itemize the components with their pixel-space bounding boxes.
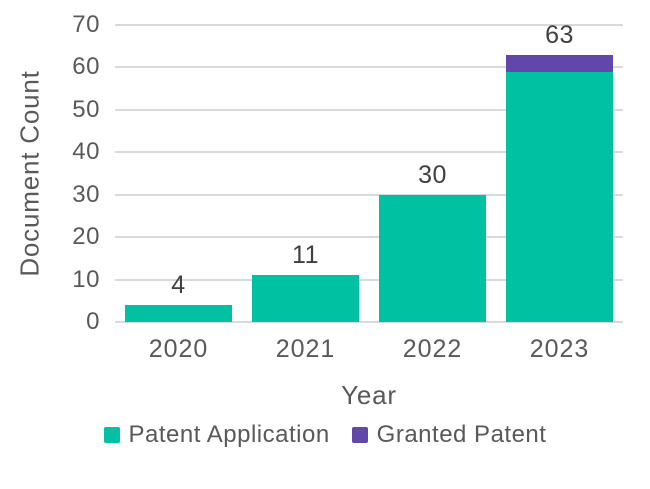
- y-tick-label: 50: [72, 95, 100, 123]
- x-tick-label-2021: 2021: [275, 335, 336, 363]
- y-tick-label: 60: [72, 53, 100, 81]
- gridline: [115, 151, 623, 154]
- bar-value-label-2021: 11: [292, 241, 319, 270]
- bar-2020-patent-application: [125, 305, 232, 322]
- x-axis-line: [115, 321, 623, 323]
- legend-swatch-granted-patent: [351, 427, 368, 443]
- y-tick-label: 20: [72, 223, 100, 251]
- bar-2023-patent-application: [506, 71, 613, 322]
- legend-label: Patent Application: [128, 421, 330, 448]
- x-axis-title: Year: [341, 380, 397, 410]
- bar-value-label-2022: 30: [418, 160, 447, 189]
- gridline: [115, 108, 623, 111]
- bar-value-label-2023: 63: [545, 20, 574, 49]
- bar-2021-patent-application: [252, 275, 359, 322]
- legend-item-granted-patent: Granted Patent: [351, 421, 547, 449]
- y-tick-label: 40: [72, 138, 100, 166]
- legend-item-patent-application: Patent Application: [103, 421, 330, 449]
- y-axis-title: Document Count: [14, 70, 45, 277]
- y-tick-label: 30: [72, 180, 100, 208]
- x-tick-label-2022: 2022: [402, 335, 463, 363]
- legend-swatch-patent-application: [103, 427, 120, 443]
- gridline: [115, 193, 623, 196]
- y-tick-label: 70: [72, 11, 100, 38]
- bar-2022-patent-application: [379, 194, 486, 322]
- x-tick-label-2023: 2023: [529, 335, 590, 363]
- gridline: [115, 278, 623, 281]
- gridline: [115, 24, 623, 26]
- legend-label: Granted Patent: [376, 421, 547, 448]
- legend: Patent Application Granted Patent: [0, 421, 650, 449]
- bar-value-label-2020: 4: [171, 271, 186, 300]
- y-tick-label: 10: [72, 265, 100, 293]
- gridline: [115, 236, 623, 239]
- gridline: [115, 66, 623, 69]
- bar-2023-granted-patent: [506, 54, 613, 72]
- y-tick-label: 0: [86, 308, 100, 335]
- x-tick-label-2020: 2020: [148, 335, 209, 363]
